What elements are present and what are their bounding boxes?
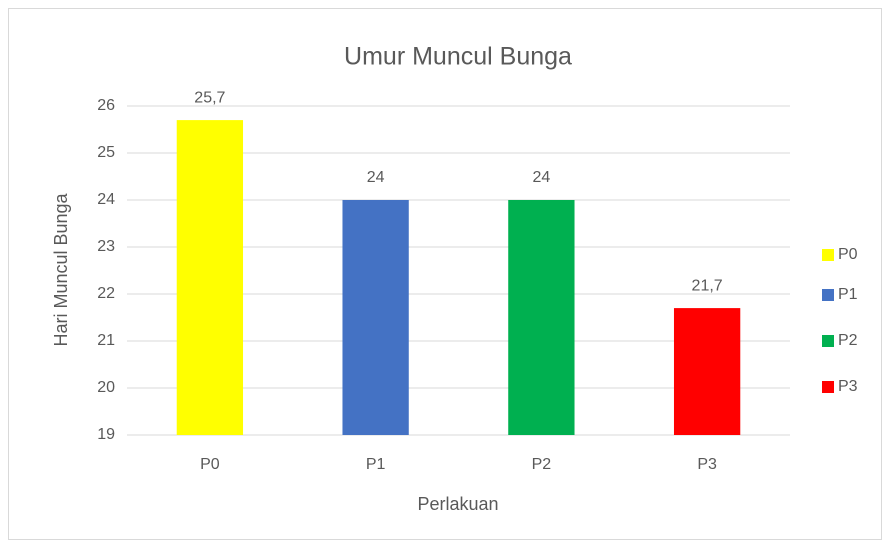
y-axis-label: Hari Muncul Bunga — [51, 192, 71, 346]
legend-swatch — [822, 289, 834, 301]
legend-label: P1 — [838, 286, 858, 303]
x-tick-label: P2 — [532, 456, 552, 473]
legend-swatch — [822, 381, 834, 393]
y-tick-label: 21 — [97, 332, 115, 349]
legend-swatch — [822, 249, 834, 261]
legend-label: P2 — [838, 332, 858, 349]
bar — [176, 120, 244, 435]
x-tick-label: P3 — [697, 456, 717, 473]
y-tick-label: 22 — [97, 285, 115, 302]
y-tick-label: 26 — [97, 97, 115, 114]
y-tick-label: 24 — [97, 191, 115, 208]
bar — [508, 200, 575, 435]
chart-frame — [8, 8, 882, 540]
data-label: 24 — [532, 169, 550, 186]
bar — [673, 308, 741, 435]
data-label: 21,7 — [692, 277, 723, 294]
data-label: 25,7 — [194, 89, 225, 106]
y-tick-label: 25 — [97, 144, 115, 161]
x-tick-label: P0 — [200, 456, 220, 473]
legend-swatch — [822, 335, 834, 347]
y-tick-label: 23 — [97, 238, 115, 255]
y-tick-label: 20 — [97, 379, 115, 396]
legend-label: P3 — [838, 378, 858, 395]
bar — [342, 200, 409, 435]
x-axis-label: Perlakuan — [417, 494, 498, 514]
x-tick-label: P1 — [366, 456, 386, 473]
chart-title: Umur Muncul Bunga — [344, 43, 572, 71]
y-tick-label: 19 — [97, 426, 115, 443]
data-label: 24 — [367, 169, 385, 186]
legend-label: P0 — [838, 246, 858, 263]
